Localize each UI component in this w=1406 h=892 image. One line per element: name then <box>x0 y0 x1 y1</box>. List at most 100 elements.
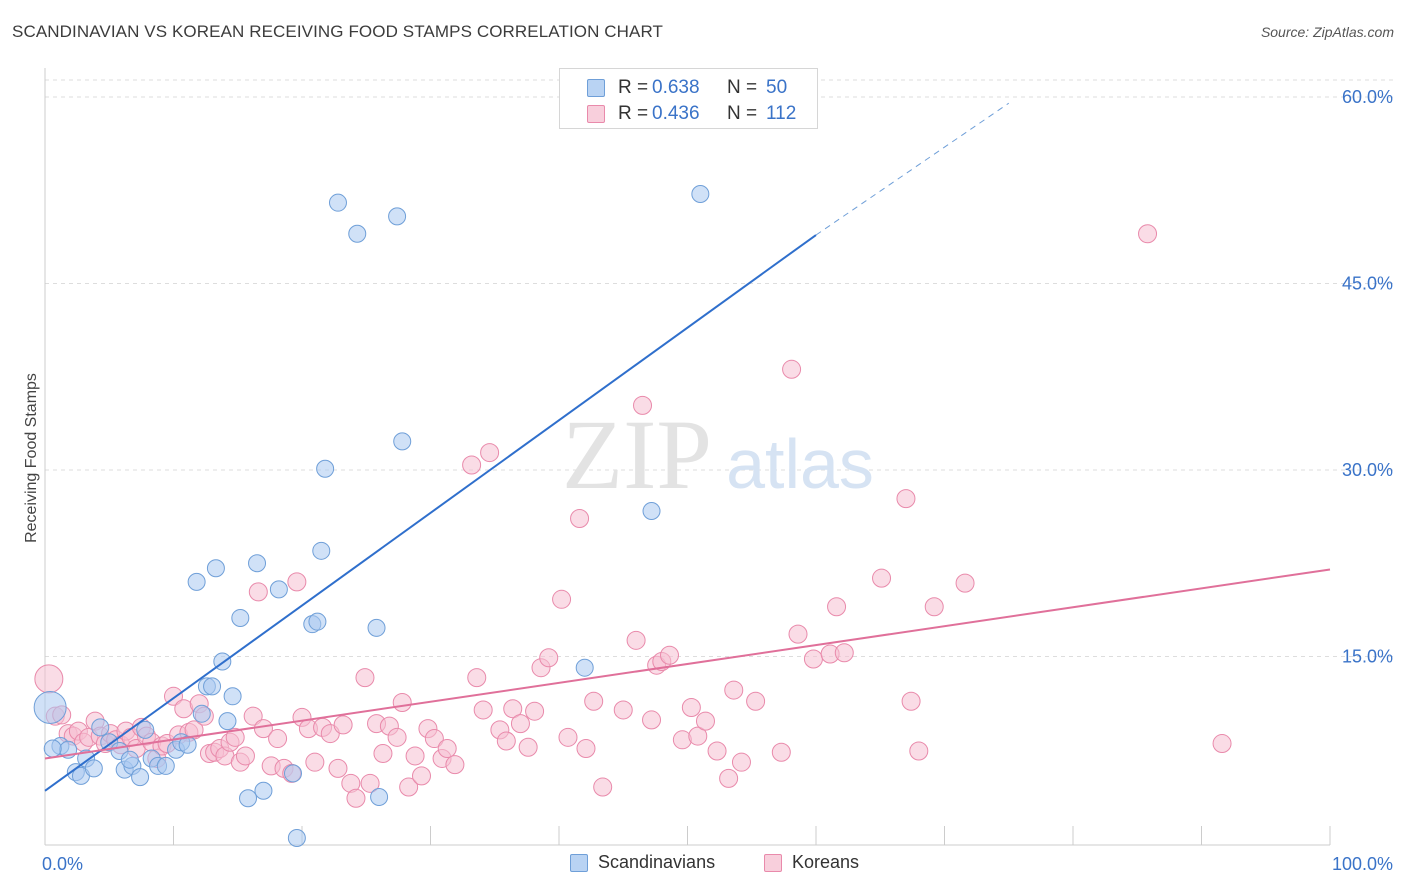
scandinavian-point <box>136 720 155 739</box>
korean-point <box>462 455 482 475</box>
korean-point <box>539 648 559 668</box>
korean-point <box>405 746 425 766</box>
scandinavian-point <box>203 677 222 696</box>
korean-point <box>909 741 929 761</box>
korean-point <box>872 568 892 588</box>
korean-point <box>924 597 944 617</box>
legend-r-value: 0.436 <box>652 103 700 124</box>
scandinavian-point <box>178 735 197 754</box>
korean-point <box>803 649 823 669</box>
korean-point <box>633 395 653 415</box>
korean-point <box>719 768 739 788</box>
korean-point <box>373 743 393 763</box>
scandinavian-point <box>248 554 267 573</box>
grid-lines <box>45 79 1395 657</box>
korean-point <box>788 624 808 644</box>
korean-point <box>235 746 255 766</box>
korean-point <box>467 668 487 688</box>
scandinavian-point <box>239 789 258 808</box>
korean-point <box>827 597 847 617</box>
scandinavian-point <box>131 768 150 787</box>
source-note: Source: ZipAtlas.com <box>1260 24 1394 40</box>
scandinavian-point <box>348 224 367 243</box>
korean-point <box>688 726 708 746</box>
x-tick-label: 0.0% <box>42 854 83 874</box>
legend-row-korean: R = 0.436 N = 112 <box>560 101 817 127</box>
scandinavian-point <box>192 704 211 723</box>
legend-n-label: N = <box>727 103 758 124</box>
korean-point <box>360 773 380 793</box>
korean-point <box>731 752 751 772</box>
legend-label: Scandinavians <box>598 852 716 872</box>
korean-point <box>613 700 633 720</box>
korean-point <box>305 752 325 772</box>
scandinavian-point <box>187 572 206 591</box>
legend-n-label: N = <box>727 77 758 98</box>
korean-point <box>287 572 307 592</box>
korean-point <box>695 711 715 731</box>
korean-point <box>660 645 680 665</box>
korean-point <box>593 777 613 797</box>
korean-point <box>642 710 662 730</box>
scandinavian-point <box>393 432 412 451</box>
korean-point <box>1138 224 1158 244</box>
korean-point <box>510 714 530 734</box>
korean-point <box>248 582 268 602</box>
legend-label: Koreans <box>792 852 860 872</box>
korean-point <box>437 739 457 759</box>
korean-point <box>399 777 419 797</box>
korean-point <box>424 729 444 749</box>
korean-point <box>746 691 766 711</box>
watermark-atlas: atlas <box>726 425 874 503</box>
korean-point <box>387 727 407 747</box>
scandinavian-point <box>218 712 237 731</box>
korean-point <box>503 699 523 719</box>
korean-point <box>34 664 64 694</box>
korean-point <box>1212 734 1232 754</box>
korean-point <box>570 508 590 528</box>
scandinavian-point <box>156 756 175 775</box>
legend-swatch-blue <box>570 854 588 872</box>
scandinavian-point <box>84 759 103 778</box>
watermark-zip: ZIP <box>562 399 712 510</box>
korean-point <box>834 643 854 663</box>
korean-trend-line <box>44 568 1331 760</box>
legend-swatch-pink <box>764 854 782 872</box>
scandinavian-point <box>231 608 250 627</box>
scandinavian-point <box>120 750 139 769</box>
watermark: ZIP atlas <box>562 399 874 510</box>
korean-point <box>552 589 572 609</box>
legend-r-value: 0.638 <box>652 77 700 98</box>
scandinavian-point <box>206 559 225 578</box>
scandinavian-point <box>691 184 710 203</box>
x-tick-label: 100.0% <box>1332 854 1393 874</box>
korean-point <box>480 443 500 463</box>
trend-lines <box>44 102 1331 792</box>
scandinavian-point <box>91 718 110 737</box>
scandinavian-trend-line <box>44 234 817 792</box>
scandinavian-point <box>308 612 327 631</box>
korean-point <box>782 359 802 379</box>
korean-point <box>473 700 493 720</box>
korean-point <box>584 691 604 711</box>
korean-point <box>955 573 975 593</box>
scandinavian-points <box>33 184 710 848</box>
korean-points <box>34 224 1232 808</box>
korean-point <box>896 489 916 509</box>
korean-point <box>355 668 375 688</box>
legend-swatch-blue <box>587 79 605 97</box>
scandinavian-point <box>312 541 331 560</box>
korean-point <box>576 739 596 759</box>
scandinavian-point <box>316 459 335 478</box>
correlation-legend: R = 0.638 N = 50 R = 0.436 N = 112 <box>559 68 818 129</box>
legend-row-scandinavian: R = 0.638 N = 50 <box>560 75 817 101</box>
scandinavian-point <box>223 687 242 706</box>
tick-labels: 15.0% 30.0% 45.0% 60.0% 0.0% 100.0% <box>42 87 1393 874</box>
scandinavian-point <box>370 787 389 806</box>
scandinavian-point <box>642 502 661 521</box>
korean-point <box>626 630 646 650</box>
scandinavian-point <box>254 781 273 800</box>
scandinavian-point <box>43 739 62 758</box>
korean-point <box>901 691 921 711</box>
